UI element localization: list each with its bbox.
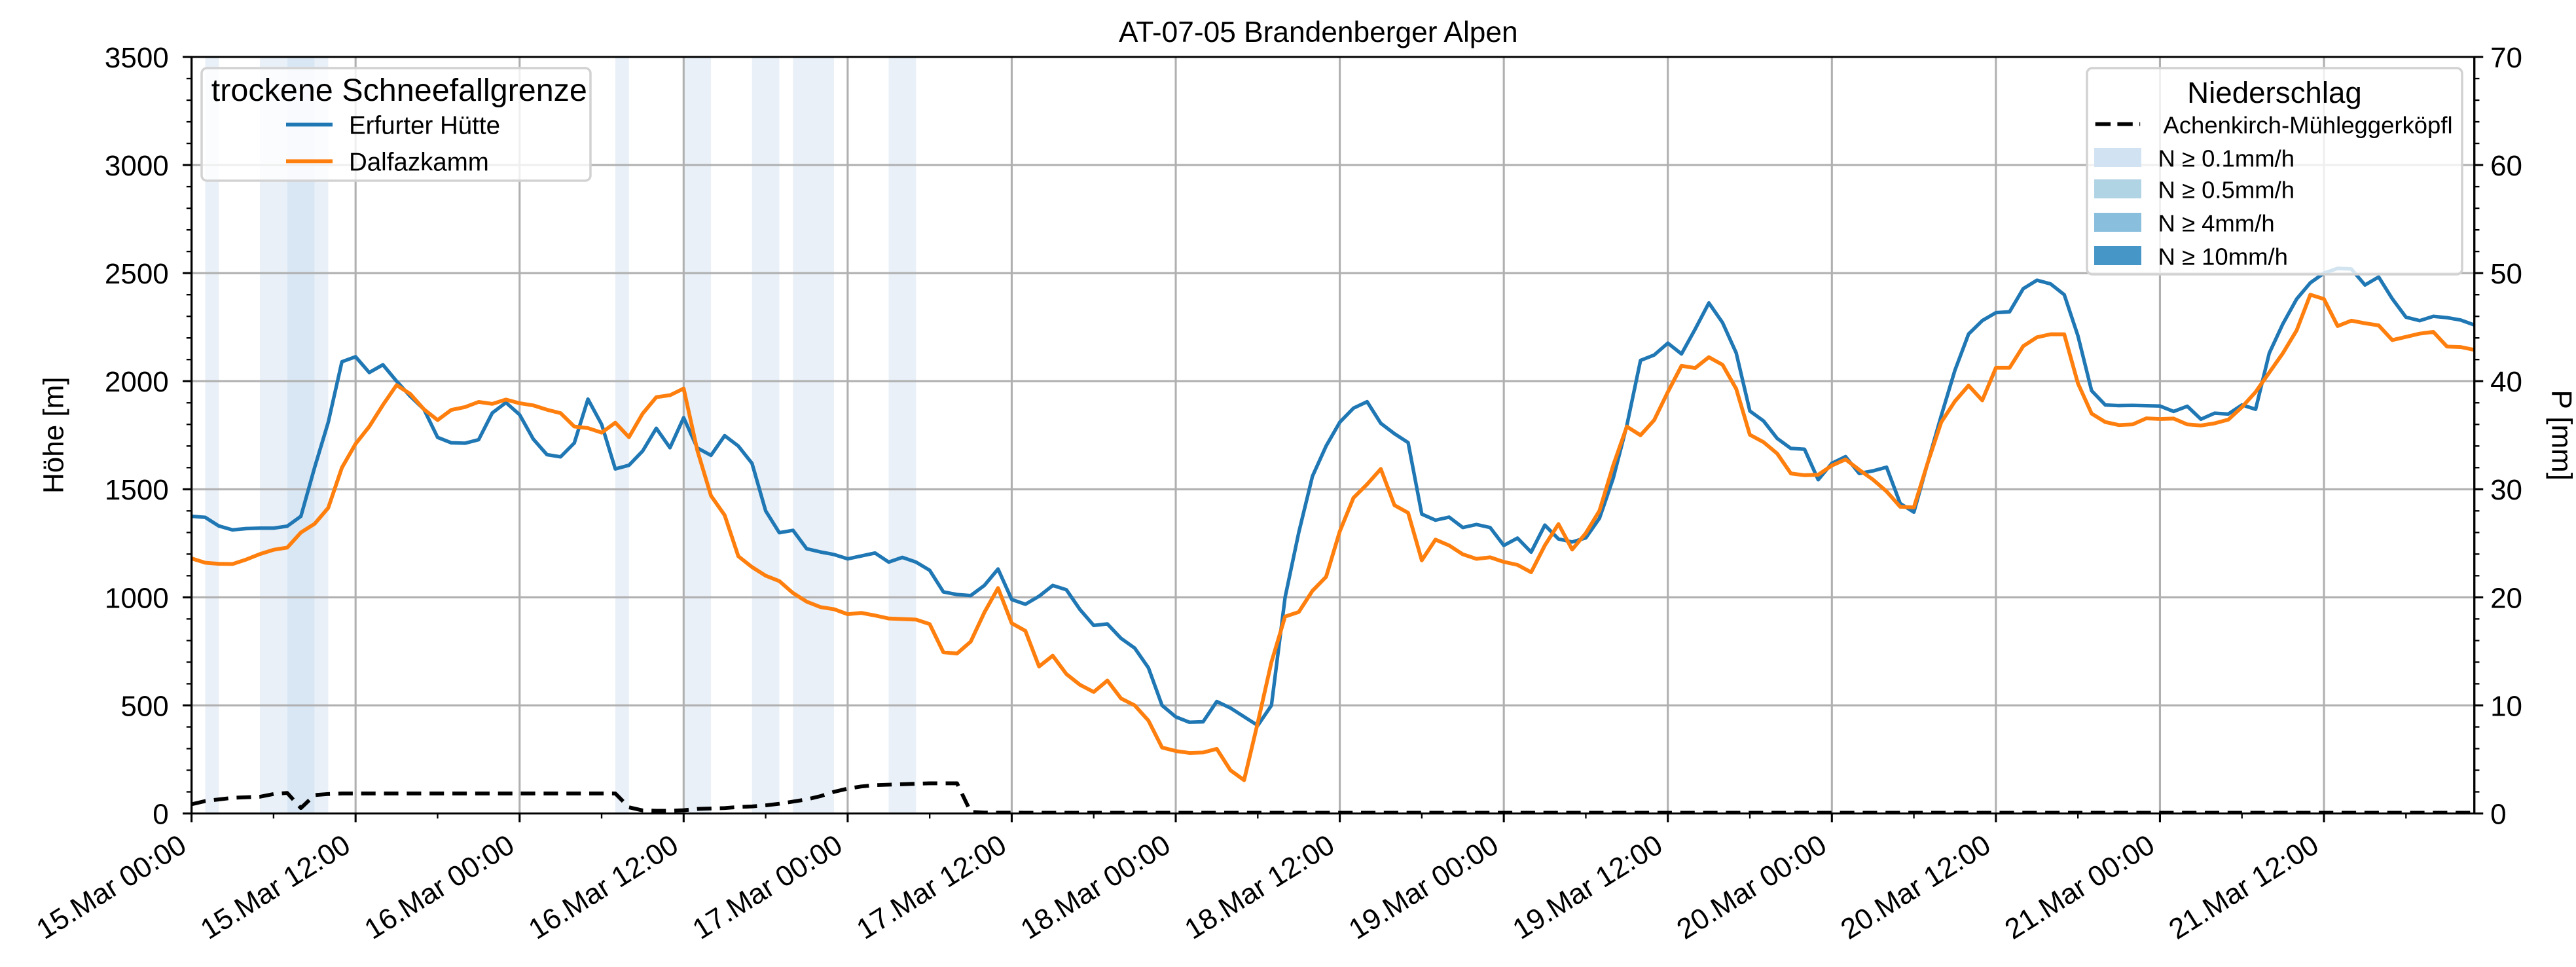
svg-text:30: 30	[2490, 474, 2522, 506]
svg-text:20: 20	[2490, 582, 2522, 614]
svg-text:40: 40	[2490, 366, 2522, 398]
svg-text:AT-07-05 Brandenberger Alpen: AT-07-05 Brandenberger Alpen	[1119, 16, 1518, 48]
svg-text:2000: 2000	[105, 366, 169, 398]
svg-text:70: 70	[2490, 42, 2522, 74]
svg-text:Höhe [m]: Höhe [m]	[38, 377, 70, 494]
svg-text:Achenkirch-Mühleggerköpfl: Achenkirch-Mühleggerköpfl	[2163, 111, 2452, 138]
svg-text:500: 500	[120, 690, 168, 722]
svg-text:10: 10	[2490, 690, 2522, 722]
svg-text:P [mm]: P [mm]	[2546, 390, 2576, 481]
svg-text:N ≥ 4mm/h: N ≥ 4mm/h	[2158, 210, 2274, 236]
svg-text:Dalfazkamm: Dalfazkamm	[349, 148, 489, 176]
svg-text:60: 60	[2490, 150, 2522, 182]
svg-text:Niederschlag: Niederschlag	[2187, 76, 2362, 109]
svg-text:N ≥ 10mm/h: N ≥ 10mm/h	[2158, 243, 2287, 270]
svg-text:Erfurter Hütte: Erfurter Hütte	[349, 111, 500, 139]
svg-text:2500: 2500	[105, 258, 169, 290]
svg-text:1000: 1000	[105, 582, 169, 614]
svg-text:N ≥ 0.1mm/h: N ≥ 0.1mm/h	[2158, 145, 2295, 172]
svg-text:3000: 3000	[105, 150, 169, 182]
svg-text:0: 0	[2490, 798, 2506, 830]
svg-text:trockene Schneefallgrenze: trockene Schneefallgrenze	[211, 73, 587, 108]
svg-text:0: 0	[153, 798, 168, 830]
svg-text:50: 50	[2490, 258, 2522, 290]
svg-text:3500: 3500	[105, 42, 169, 74]
svg-text:N ≥ 0.5mm/h: N ≥ 0.5mm/h	[2158, 176, 2295, 203]
svg-text:1500: 1500	[105, 474, 169, 506]
